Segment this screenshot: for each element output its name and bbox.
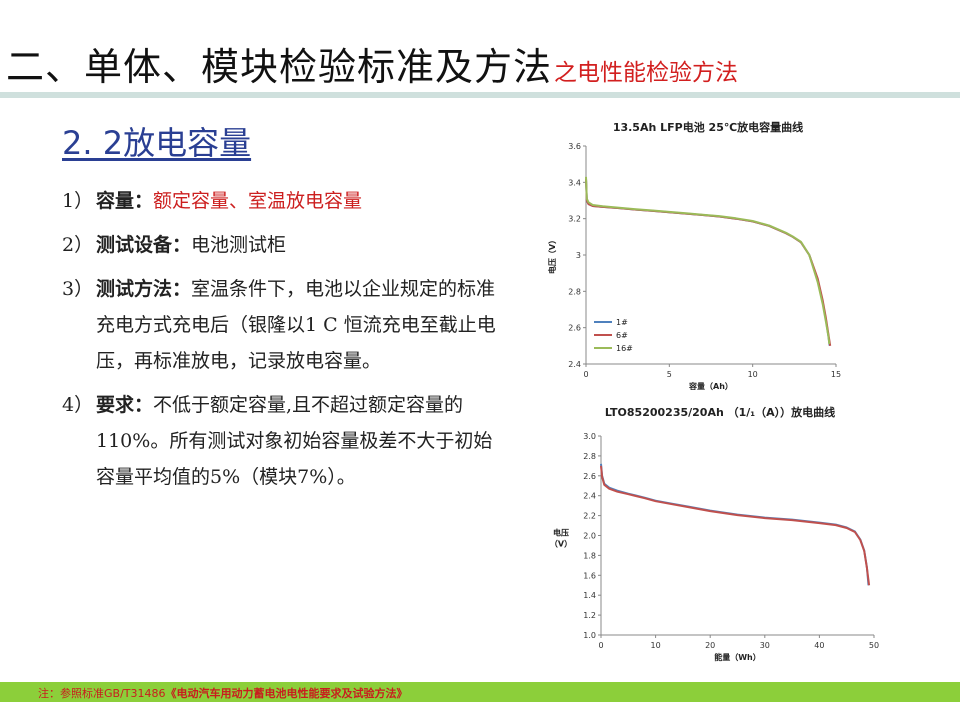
y-tick-label: 1.6 xyxy=(583,571,596,580)
item-label: 容量： xyxy=(96,190,154,212)
x-tick-label: 10 xyxy=(651,641,661,650)
y-tick-label: 2.8 xyxy=(568,287,581,296)
item-number: 4） xyxy=(62,394,94,416)
y-tick-label: 3 xyxy=(576,251,581,260)
item-label: 要求： xyxy=(96,394,154,416)
section-heading: 2. 2放电容量 xyxy=(62,124,252,162)
chart-title: 13.5Ah LFP电池 25℃放电容量曲线 xyxy=(613,120,803,134)
y-tick-label: 2.4 xyxy=(583,492,596,501)
item-number: 2） xyxy=(62,234,94,256)
x-axis-label: 能量（Wh） xyxy=(714,652,761,662)
y-tick-label: 2.2 xyxy=(583,512,596,521)
y-tick-label: 1.8 xyxy=(583,551,596,560)
footer-bar: 注：参照标准GB/T31486《电动汽车用动力蓄电池电性能要求及试验方法》 xyxy=(0,682,960,702)
y-tick-label: 3.6 xyxy=(568,142,581,151)
legend-label: 16# xyxy=(616,344,633,353)
item-text: 室温条件下，电池以企业规定的标准充电方式充电后（银隆以1 C 恒流充电至截止电压… xyxy=(96,278,496,372)
item-text: 额定容量、室温放电容量 xyxy=(153,190,363,212)
x-axis-label: 容量（Ah） xyxy=(688,381,733,391)
x-tick-label: 40 xyxy=(814,641,824,650)
list-item: 4） 要求：不低于额定容量,且不超过额定容量的110%。所有测试对象初始容量极差不… xyxy=(62,387,502,495)
x-tick-label: 10 xyxy=(748,370,758,379)
item-label: 测试方法： xyxy=(96,278,192,300)
x-tick-label: 0 xyxy=(583,370,588,379)
item-number: 1） xyxy=(62,190,94,212)
series-line xyxy=(600,465,871,586)
y-tick-label: 3.2 xyxy=(568,215,581,224)
chart-lto: LTO85200235/20Ah （1/₁（A））放电曲线 1.0 1.2 1.4 1.… xyxy=(540,402,894,674)
item-number: 3） xyxy=(62,278,94,300)
x-tick-label: 50 xyxy=(869,641,879,650)
y-axis-label: 电压（V） xyxy=(547,236,557,274)
y-tick-label: 1.4 xyxy=(583,591,596,600)
y-tick-label: 3.0 xyxy=(583,432,596,441)
y-tick-label: 2.8 xyxy=(583,452,596,461)
chart-title: LTO85200235/20Ah （1/₁（A））放电曲线 xyxy=(605,405,835,419)
lfp-discharge-chart: 13.5Ah LFP电池 25℃放电容量曲线 2.4 2.6 2.8 3 3.2 3.4 3.… xyxy=(547,120,841,391)
x-tick-label: 15 xyxy=(831,370,841,379)
x-tick-label: 0 xyxy=(598,641,603,650)
footer-book-title: 《电动汽车用动力蓄电池电性能要求及试验方法》 xyxy=(165,687,408,700)
y-tick-label: 1.0 xyxy=(583,631,596,640)
y-axis-label: 电压（V） xyxy=(550,528,572,549)
y-tick-label: 2.4 xyxy=(568,360,581,369)
legend-label: 6# xyxy=(616,331,628,340)
title-subtitle: 之电性能检验方法 xyxy=(554,60,739,86)
lto-discharge-chart: LTO85200235/20Ah （1/₁（A））放电曲线 1.0 1.2 1.4 1.… xyxy=(550,405,879,662)
y-tick-label: 2.6 xyxy=(583,472,596,481)
list-item: 3） 测试方法：室温条件下，电池以企业规定的标准充电方式充电后（银隆以1 C 恒流… xyxy=(62,271,502,379)
x-tick-label: 5 xyxy=(667,370,672,379)
legend-label: 1# xyxy=(616,318,628,327)
y-tick-label: 3.4 xyxy=(568,178,581,187)
list-item: 1） 容量：额定容量、室温放电容量 xyxy=(62,183,502,219)
item-text: 电池测试柜 xyxy=(191,234,287,256)
footer-note: 注：参照标准GB/T31486《电动汽车用动力蓄电池电性能要求及试验方法》 xyxy=(38,685,408,701)
x-tick-label: 30 xyxy=(760,641,770,650)
title-main: 二、单体、模块检验标准及方法 xyxy=(6,45,553,89)
y-tick-label: 2.0 xyxy=(583,532,596,541)
item-label: 测试设备： xyxy=(96,234,192,256)
list-item: 2） 测试设备：电池测试柜 xyxy=(62,227,502,263)
y-tick-label: 1.2 xyxy=(583,611,596,620)
x-tick-label: 20 xyxy=(705,641,715,650)
series-line xyxy=(585,176,831,345)
requirement-list: 1） 容量：额定容量、室温放电容量 2） 测试设备：电池测试柜 3） 测试方法：室温条… xyxy=(62,183,502,503)
slide-title: 二、单体、模块检验标准及方法之电性能检验方法 xyxy=(6,36,738,91)
title-divider xyxy=(0,92,960,98)
footer-standard: 注：参照标准GB/T31486 xyxy=(38,687,166,700)
y-tick-label: 2.6 xyxy=(568,324,581,333)
item-text: 不低于额定容量,且不超过额定容量的110%。所有测试对象初始容量极差不大于初始容… xyxy=(96,394,493,488)
y-axis-label-line: 电压 xyxy=(553,528,569,538)
chart-lfp: 13.5Ah LFP电池 25℃放电容量曲线 2.4 2.6 2.8 3 3.2 3.4 3.… xyxy=(538,112,858,402)
y-axis-label-line: （V） xyxy=(550,539,572,549)
